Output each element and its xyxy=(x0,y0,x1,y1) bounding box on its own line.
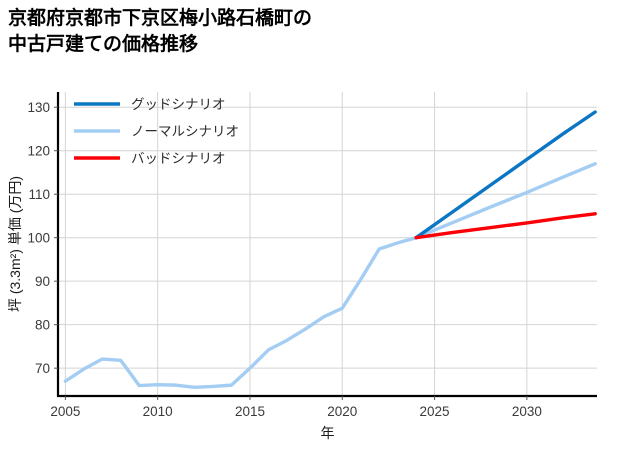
gridlines xyxy=(58,92,597,396)
legend-label-normal: ノーマルシナリオ xyxy=(131,124,239,139)
axis-ticks xyxy=(54,106,528,400)
legend-entry-bad: バッドシナリオ xyxy=(74,151,226,166)
axis-spines xyxy=(56,92,597,398)
x-tick-label: 2010 xyxy=(143,404,173,419)
y-tick-label: 80 xyxy=(35,318,50,333)
legend-label-good: グッドシナリオ xyxy=(131,97,226,112)
y-tick-label: 120 xyxy=(27,144,50,159)
y-tick-label: 90 xyxy=(35,274,50,289)
y-axis-title: 坪 (3.3m²) 単価 (万円) xyxy=(7,176,23,312)
series-line-bad xyxy=(414,212,597,240)
axis-spine-path xyxy=(56,92,597,398)
title-line-2: 中古戸建ての価格推移 xyxy=(8,34,199,55)
y-tick-label: 110 xyxy=(28,187,50,202)
page-title: 京都府京都市下京区梅小路石橋町の 中古戸建ての価格推移 xyxy=(8,6,608,58)
legend-entry-normal: ノーマルシナリオ xyxy=(74,124,239,139)
series-line-normal xyxy=(63,162,597,389)
axis-tick-labels: 70 80 90 100 110 120 130 2005 2010 2015 2020 2025 20… xyxy=(27,100,541,419)
y-tick-label: 130 xyxy=(27,100,50,115)
x-tick-label: 2005 xyxy=(50,404,80,419)
x-tick-label: 2020 xyxy=(327,404,357,419)
series-layer xyxy=(63,110,597,389)
series-line-good xyxy=(414,110,597,240)
axis-titles: 年 坪 (3.3m²) 単価 (万円) xyxy=(7,176,335,441)
x-tick-label: 2030 xyxy=(512,404,542,419)
x-axis-title: 年 xyxy=(321,425,335,441)
y-tick-label: 70 xyxy=(35,361,50,376)
legend-entry-good: グッドシナリオ xyxy=(74,97,226,112)
x-tick-label: 2025 xyxy=(420,404,450,419)
y-tick-label: 100 xyxy=(27,231,50,246)
title-line-1: 京都府京都市下京区梅小路石橋町の xyxy=(8,8,313,29)
x-tick-label: 2015 xyxy=(235,404,265,419)
legend-label-bad: バッドシナリオ xyxy=(131,151,226,166)
